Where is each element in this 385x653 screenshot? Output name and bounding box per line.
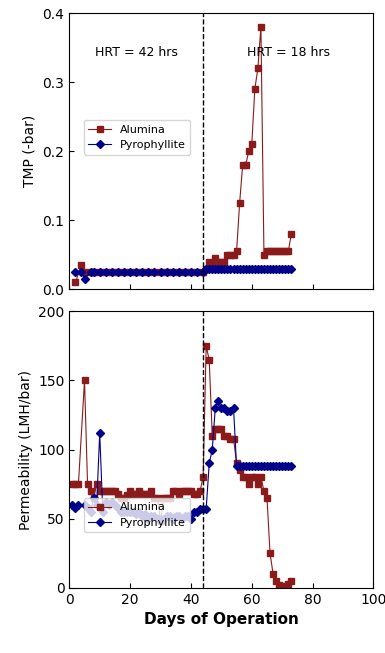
Alumina	[222, 432, 227, 439]
Line: Alumina: Alumina	[70, 343, 294, 590]
Alumina	[289, 577, 294, 584]
Pyrophyllite	[70, 501, 75, 509]
Pyrophyllite	[198, 505, 203, 513]
Alumina	[195, 490, 199, 498]
Line: Pyrophyllite: Pyrophyllite	[70, 398, 294, 521]
Alumina	[73, 279, 78, 287]
Pyrophyllite	[289, 264, 294, 272]
Alumina	[104, 487, 108, 495]
Pyrophyllite	[222, 264, 227, 272]
Pyrophyllite	[216, 397, 221, 405]
Line: Pyrophyllite: Pyrophyllite	[73, 266, 294, 281]
Pyrophyllite	[146, 515, 151, 522]
Y-axis label: TMP (-bar): TMP (-bar)	[23, 115, 37, 187]
Pyrophyllite	[204, 264, 208, 272]
Text: HRT = 18 hrs: HRT = 18 hrs	[247, 46, 330, 59]
Alumina	[91, 268, 96, 276]
Alumina	[213, 425, 218, 433]
Text: HRT = 42 hrs: HRT = 42 hrs	[95, 46, 177, 59]
Y-axis label: Permeability (LMH/bar): Permeability (LMH/bar)	[18, 370, 32, 530]
Pyrophyllite	[82, 275, 87, 283]
Pyrophyllite	[73, 268, 78, 276]
Alumina	[280, 247, 285, 255]
Alumina	[228, 251, 233, 259]
Pyrophyllite	[277, 462, 281, 470]
Legend: Alumina, Pyrophyllite: Alumina, Pyrophyllite	[84, 498, 190, 532]
Pyrophyllite	[104, 498, 108, 506]
Pyrophyllite	[97, 268, 102, 276]
Alumina	[280, 584, 285, 592]
Pyrophyllite	[234, 264, 239, 272]
Line: Alumina: Alumina	[73, 24, 294, 285]
Alumina	[274, 577, 278, 584]
Alumina	[289, 230, 294, 238]
Alumina	[204, 342, 208, 350]
Pyrophyllite	[289, 462, 294, 470]
Alumina	[146, 490, 151, 498]
Alumina	[259, 23, 263, 31]
Alumina	[176, 268, 181, 276]
Pyrophyllite	[182, 268, 187, 276]
Alumina	[207, 258, 211, 266]
Pyrophyllite	[225, 407, 230, 415]
Alumina	[70, 480, 75, 488]
Pyrophyllite	[213, 404, 218, 412]
Alumina	[234, 247, 239, 255]
Legend: Alumina, Pyrophyllite: Alumina, Pyrophyllite	[84, 120, 190, 155]
Pyrophyllite	[240, 264, 245, 272]
Pyrophyllite	[213, 264, 218, 272]
Pyrophyllite	[149, 512, 154, 520]
X-axis label: Days of Operation: Days of Operation	[144, 612, 299, 627]
